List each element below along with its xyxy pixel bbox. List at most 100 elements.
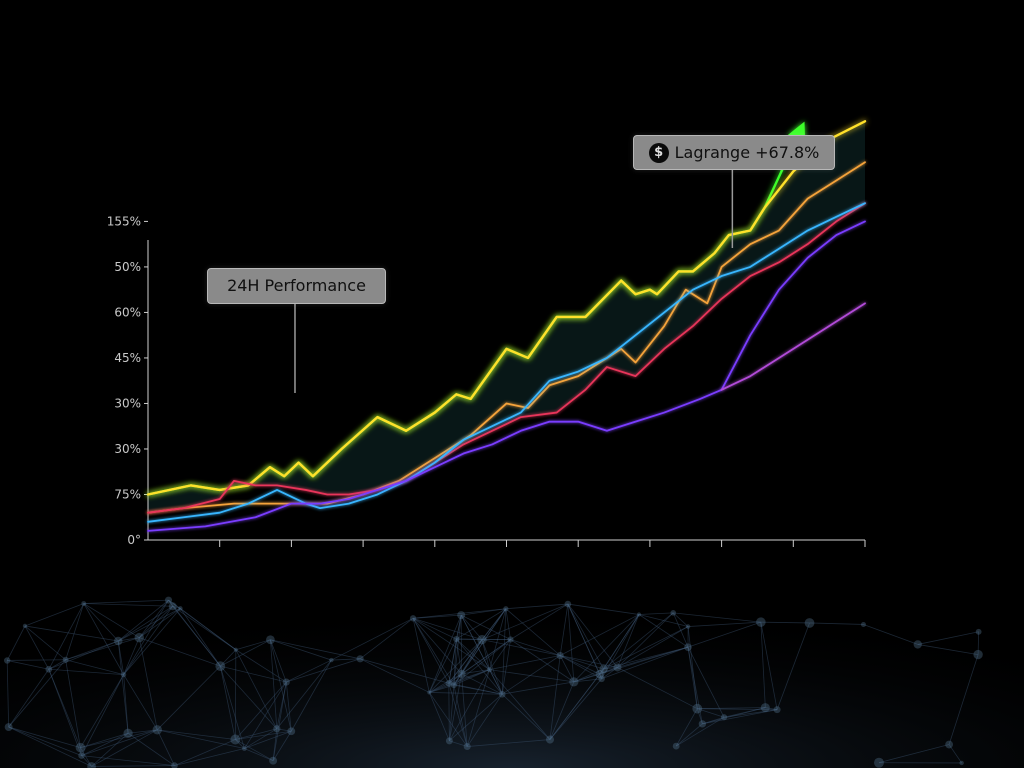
network-edge (760, 622, 778, 710)
network-edge (481, 639, 490, 670)
network-edge (48, 669, 82, 756)
network-edge (567, 603, 604, 670)
network-edge (359, 658, 430, 693)
network-edge (272, 681, 287, 761)
network-edge (466, 669, 490, 747)
network-edge (429, 684, 454, 693)
network-edge (461, 673, 503, 695)
network-edge (489, 655, 561, 671)
network-edge (549, 673, 601, 740)
network-edge (81, 732, 129, 756)
network-edge (567, 604, 575, 682)
network-edge (6, 625, 26, 661)
network-edge (235, 728, 277, 740)
network-edge (567, 603, 640, 615)
network-edge (244, 681, 287, 749)
network-edge (453, 684, 468, 747)
network-edge (688, 621, 761, 627)
network-edge (453, 639, 483, 686)
network-edge (80, 732, 129, 749)
network-edge (156, 665, 221, 731)
network-edge (567, 603, 601, 675)
network-edge (48, 603, 85, 670)
series-line-6 (720, 302, 866, 391)
network-node (556, 651, 564, 660)
network-edge (276, 728, 292, 732)
network-node (672, 742, 680, 750)
network-edge (489, 608, 507, 670)
network-edge (481, 608, 507, 640)
network-edge (460, 614, 483, 640)
network-edge (117, 640, 129, 734)
network-edge (702, 709, 778, 725)
network-edge (272, 728, 278, 761)
network-edge (456, 608, 507, 640)
network-edge (127, 732, 175, 766)
network-node (266, 635, 275, 645)
network-edge (270, 639, 292, 732)
network-edge (510, 603, 569, 640)
network-node (450, 682, 457, 689)
network-node (78, 752, 85, 759)
network-node (564, 600, 572, 608)
network-edge (412, 617, 457, 640)
network-edge (428, 692, 450, 742)
network-edge (461, 614, 511, 640)
network-edge (617, 614, 640, 668)
network-node (134, 632, 144, 643)
network-node (62, 656, 69, 663)
network-edge (448, 682, 454, 686)
network-node (463, 743, 471, 751)
network-edge (80, 729, 158, 749)
network-edge (65, 640, 119, 661)
network-edge (599, 646, 689, 675)
network-edge (412, 618, 430, 693)
network-edge (157, 729, 236, 740)
network-edge (687, 626, 698, 709)
network-edge (617, 667, 698, 710)
network-edge (559, 655, 602, 680)
network-edge (573, 614, 640, 683)
network-edge (672, 612, 689, 648)
network-edge (549, 681, 575, 740)
network-edge (599, 673, 602, 679)
network-node (860, 621, 866, 627)
network-edge (560, 655, 618, 668)
network-edge (567, 603, 602, 679)
network-node (913, 640, 922, 649)
network-node (599, 664, 608, 674)
area-band (148, 121, 865, 513)
network-edge (235, 649, 278, 729)
network-edge (559, 603, 569, 656)
network-edge (428, 692, 468, 747)
network-edge (505, 608, 561, 656)
network-node (613, 663, 622, 672)
network-edge (638, 614, 689, 648)
network-node (773, 706, 781, 714)
network-edge (118, 605, 173, 642)
network-node (4, 723, 13, 732)
network-edge (48, 668, 124, 676)
network-edge (489, 669, 551, 740)
lagrange-callout-label: Lagrange +67.8% (674, 143, 820, 162)
network-background (0, 560, 1024, 768)
network-edge (91, 732, 129, 767)
network-edge (448, 615, 462, 684)
network-edge (723, 709, 778, 718)
network-edge (81, 755, 175, 766)
series-line-1 (146, 120, 867, 496)
network-node (569, 677, 579, 687)
network-edge (467, 739, 551, 747)
network-edge (449, 693, 503, 742)
network-edge (453, 669, 490, 686)
network-edge (601, 668, 604, 679)
network-edge (501, 655, 561, 695)
network-edge (455, 639, 462, 674)
network-edge (235, 681, 287, 740)
network-edge (220, 639, 271, 667)
network-edge (138, 605, 173, 638)
network-edge (168, 599, 221, 667)
network-node (273, 725, 281, 733)
chart-axes: 0° 75% 30% 30% 45% 60% 50% 155% (107, 214, 866, 547)
network-node (477, 634, 487, 645)
